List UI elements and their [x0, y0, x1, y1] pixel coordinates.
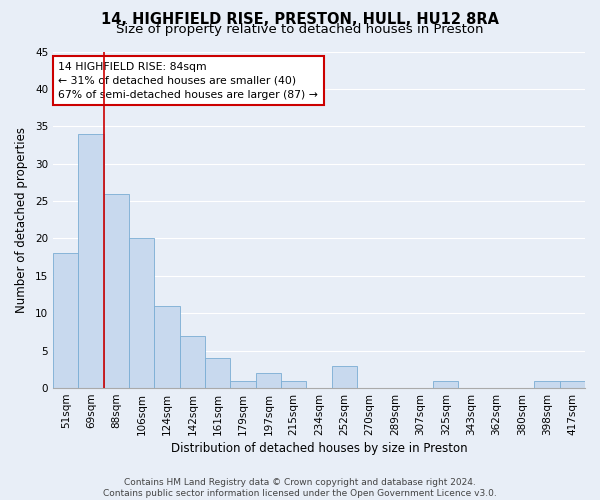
Bar	[535, 380, 560, 388]
Bar	[180, 336, 205, 388]
Text: 14 HIGHFIELD RISE: 84sqm
← 31% of detached houses are smaller (40)
67% of semi-d: 14 HIGHFIELD RISE: 84sqm ← 31% of detach…	[58, 62, 318, 100]
Bar	[256, 373, 281, 388]
Bar	[129, 238, 154, 388]
Text: Size of property relative to detached houses in Preston: Size of property relative to detached ho…	[116, 22, 484, 36]
Text: Contains HM Land Registry data © Crown copyright and database right 2024.
Contai: Contains HM Land Registry data © Crown c…	[103, 478, 497, 498]
Y-axis label: Number of detached properties: Number of detached properties	[15, 127, 28, 313]
Bar	[281, 380, 307, 388]
Bar	[560, 380, 585, 388]
Bar	[79, 134, 104, 388]
Bar	[205, 358, 230, 388]
Bar	[433, 380, 458, 388]
Bar	[230, 380, 256, 388]
Bar	[332, 366, 357, 388]
Text: 14, HIGHFIELD RISE, PRESTON, HULL, HU12 8RA: 14, HIGHFIELD RISE, PRESTON, HULL, HU12 …	[101, 12, 499, 28]
Bar	[154, 306, 180, 388]
X-axis label: Distribution of detached houses by size in Preston: Distribution of detached houses by size …	[171, 442, 467, 455]
Bar	[53, 254, 79, 388]
Bar	[104, 194, 129, 388]
